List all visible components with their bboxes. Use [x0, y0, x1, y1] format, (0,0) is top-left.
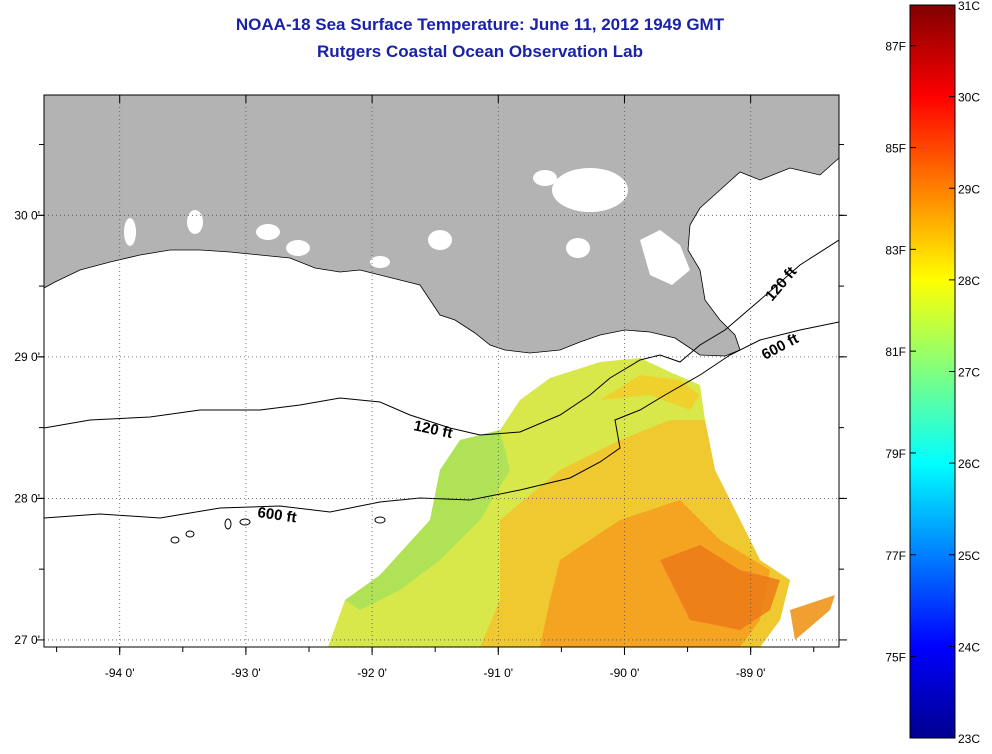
fahrenheit-label: 83F — [885, 243, 906, 257]
calcasieu-lake — [187, 210, 203, 234]
latitude-labels: 30 0' 29 0' 28 0' 27 0' — [14, 208, 40, 647]
colorbar-celsius-labels: 31C 30C 29C 28C 27C 26C 25C 24C 23C — [958, 0, 980, 746]
lake-pontchartrain — [552, 168, 628, 212]
lake-atchafalaya — [428, 230, 452, 250]
lon-label: -93 0' — [231, 666, 261, 680]
longitude-labels: -94 0' -93 0' -92 0' -91 0' -90 0' -89 0' — [105, 666, 766, 680]
frame-ticks — [36, 95, 847, 655]
fahrenheit-label: 85F — [885, 142, 906, 156]
celsius-label: 31C — [958, 0, 980, 13]
lon-label: -94 0' — [105, 666, 135, 680]
lake-salvador — [566, 238, 590, 258]
fahrenheit-label: 81F — [885, 345, 906, 359]
colorbar-ticks — [910, 4, 955, 739]
lon-label: -90 0' — [610, 666, 640, 680]
bayou-lake — [370, 256, 390, 268]
map-grid — [44, 95, 839, 647]
fahrenheit-label: 87F — [885, 40, 906, 54]
land-area — [44, 95, 839, 357]
colorbar-fahrenheit-labels: 87F 85F 83F 81F 79F 77F 75F 73F — [885, 40, 906, 754]
lat-label: 28 0' — [14, 491, 40, 505]
colorbar — [909, 4, 956, 739]
grand-lake — [286, 240, 310, 256]
fahrenheit-label: 79F — [885, 447, 906, 461]
chandeleur-sound — [740, 185, 839, 265]
fahrenheit-label: 75F — [885, 651, 906, 665]
celsius-label: 30C — [958, 91, 980, 105]
contour-120ft-west — [44, 239, 839, 436]
white-lake — [256, 224, 280, 240]
fahrenheit-label: 73F — [885, 752, 906, 754]
isobath-contours — [44, 239, 839, 544]
sst-data-layer — [328, 358, 835, 647]
sabine-lake — [124, 218, 136, 246]
map-subtitle: Rutgers Coastal Ocean Observation Lab — [317, 42, 643, 61]
lat-label: 27 0' — [14, 633, 40, 647]
lat-label: 30 0' — [14, 208, 40, 222]
map-title: NOAA-18 Sea Surface Temperature: June 11… — [235, 15, 725, 34]
celsius-label: 25C — [958, 549, 980, 563]
celsius-label: 26C — [958, 457, 980, 471]
celsius-label: 23C — [958, 732, 980, 746]
map-frame — [43, 94, 840, 648]
delta-marsh — [640, 230, 690, 285]
celsius-label: 24C — [958, 640, 980, 654]
lake-maurepas — [533, 170, 557, 186]
celsius-label: 27C — [958, 366, 980, 380]
contour-label-600ft-west: 600 ft — [256, 504, 297, 526]
contour-600ft — [44, 321, 839, 519]
lon-label: -91 0' — [483, 666, 513, 680]
celsius-label: 29C — [958, 182, 980, 196]
lon-label: -89 0' — [736, 666, 766, 680]
fahrenheit-label: 77F — [885, 549, 906, 563]
lat-label: 29 0' — [14, 350, 40, 364]
lon-label: -92 0' — [357, 666, 387, 680]
celsius-label: 28C — [958, 274, 980, 288]
